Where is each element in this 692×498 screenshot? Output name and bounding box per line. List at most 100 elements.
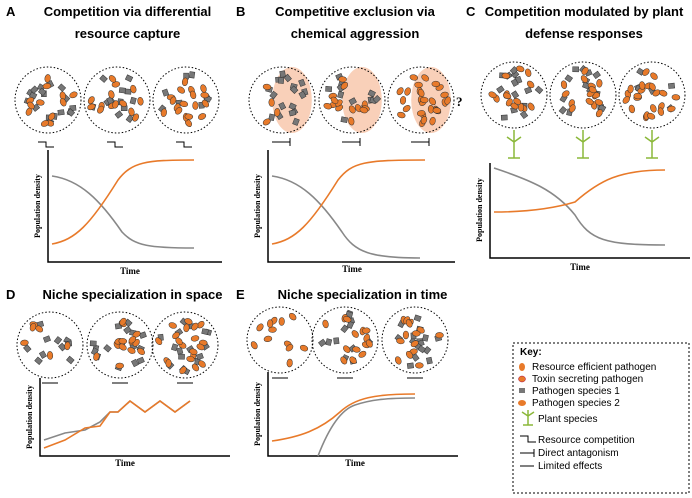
species-2 (650, 104, 657, 113)
species-2 (175, 337, 183, 346)
species-1 (34, 356, 43, 365)
species-2 (175, 106, 183, 115)
panel-title: Competition modulated by plant defense r… (484, 4, 684, 41)
species-2 (399, 96, 407, 105)
key-item: Resource efficient pathogen (532, 362, 656, 373)
species-1 (340, 116, 348, 124)
species-2 (278, 317, 285, 326)
species-2 (501, 72, 511, 79)
key-item: Pathogen species 1 (532, 386, 620, 397)
curve (493, 169, 666, 213)
species-2 (628, 104, 635, 114)
interaction (176, 141, 192, 148)
annotation: ? (456, 94, 463, 109)
species-2 (343, 316, 352, 323)
species-2 (288, 312, 297, 321)
species-2 (330, 96, 339, 105)
species-2 (59, 98, 67, 107)
community (151, 311, 219, 379)
species-2 (181, 77, 189, 87)
panel-letter: D (6, 287, 16, 302)
species-2 (421, 74, 430, 82)
species-2 (119, 317, 127, 326)
species-2 (667, 105, 676, 113)
x-label: Time (345, 458, 365, 468)
species-2 (183, 323, 190, 333)
species-2 (639, 81, 646, 90)
curves (43, 159, 666, 457)
species-2 (580, 75, 588, 83)
species-2 (659, 89, 668, 97)
species-2 (268, 98, 275, 107)
species-2 (394, 356, 402, 365)
species-2 (36, 99, 45, 106)
species-2 (671, 94, 681, 101)
species-2 (524, 68, 532, 77)
key-icon (519, 363, 525, 371)
species-1 (524, 86, 533, 95)
species-1 (500, 114, 508, 121)
species-2 (444, 96, 451, 105)
species-1 (288, 102, 297, 111)
key-icon (520, 435, 536, 443)
community (387, 66, 455, 134)
panel-title: Niche specialization in time (277, 287, 448, 302)
species-2 (267, 319, 274, 328)
species-2 (402, 330, 409, 340)
axis (39, 378, 230, 457)
species-2 (118, 338, 128, 345)
species-2 (200, 84, 207, 93)
species-2 (343, 345, 351, 353)
species-2 (581, 67, 589, 75)
species-1 (496, 85, 505, 94)
species-2 (40, 120, 50, 127)
species-2 (568, 104, 576, 113)
interaction (272, 138, 291, 146)
panel-letter: E (236, 287, 245, 302)
species-2 (415, 362, 424, 369)
species-2 (322, 319, 329, 329)
species-2 (191, 322, 199, 331)
species-1 (564, 74, 573, 83)
y-label: Population density (25, 385, 34, 449)
species-2 (118, 343, 127, 351)
species-2 (365, 339, 373, 348)
species-2 (191, 363, 200, 372)
species-2 (594, 99, 604, 106)
species-2 (642, 68, 650, 76)
key-icon (518, 400, 526, 406)
species-1 (129, 96, 137, 105)
curve (317, 397, 416, 457)
plant (644, 130, 660, 159)
y-label: Population density (475, 178, 484, 242)
y-label: Population density (33, 174, 42, 238)
species-2 (323, 102, 332, 110)
species-1 (298, 78, 306, 87)
key-item: Resource competition (538, 435, 635, 446)
species-2 (42, 83, 52, 90)
species-1 (30, 85, 39, 94)
species-1 (124, 74, 134, 83)
species-2 (190, 335, 200, 342)
community (381, 306, 449, 374)
community (248, 66, 316, 134)
key-item: Plant species (538, 414, 597, 425)
species-2 (186, 355, 195, 363)
species-1 (592, 70, 601, 80)
species-2 (359, 106, 368, 114)
species-2 (412, 330, 421, 337)
species-1 (53, 336, 63, 345)
key-box (512, 342, 690, 494)
species-2 (505, 98, 513, 107)
species-2 (46, 351, 54, 360)
species-1 (23, 344, 32, 353)
species-2 (414, 81, 423, 88)
interaction (342, 138, 361, 146)
species-1 (131, 358, 139, 368)
interaction (107, 141, 123, 148)
species-2 (198, 113, 207, 120)
key-item: Direct antagonism (538, 448, 619, 459)
species-2 (256, 323, 264, 332)
species-2 (513, 98, 522, 105)
